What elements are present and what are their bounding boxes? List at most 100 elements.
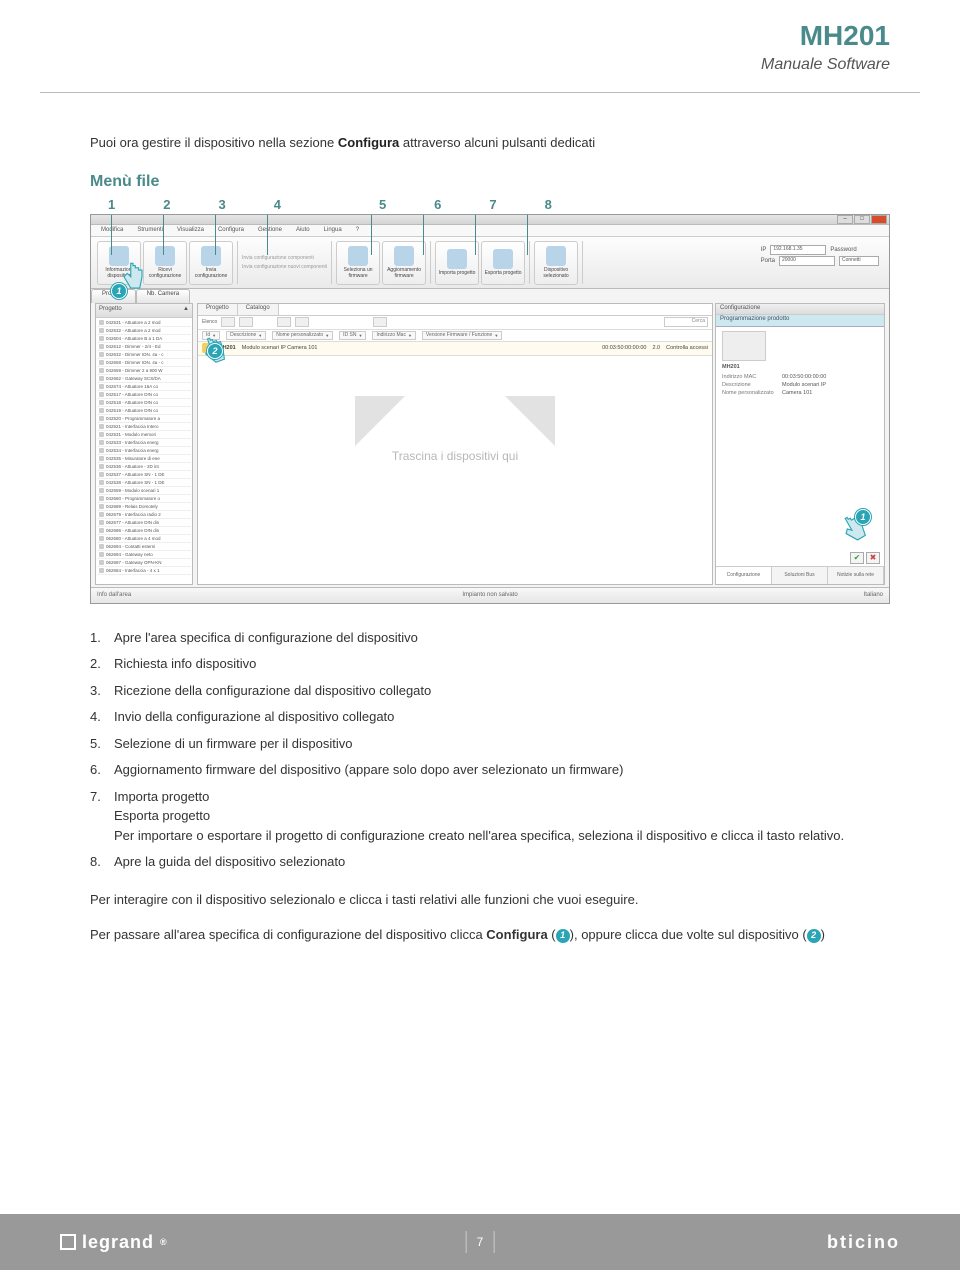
device-list-item[interactable]: 062694 - Gateway neto [97,551,191,559]
toolbar-help-btn[interactable]: Dispositivo selezionato [534,241,578,285]
device-list-item[interactable]: 042532 - Attuatore a 2 mod [97,327,191,335]
device-list-item[interactable]: 042518 - Attuatore DIN co [97,399,191,407]
device-list-item[interactable]: 042537 - Attuatore SN - 1 DE [97,471,191,479]
center-tab-project[interactable]: Progetto [198,304,238,315]
toolbar-group-5: Dispositivo selezionato [534,241,583,284]
minimize-icon[interactable]: – [837,215,853,224]
right-tab-bus[interactable]: Soluzioni Bus [772,567,828,584]
connect-button[interactable]: Connetti [839,256,879,266]
device-list-item[interactable]: 062684 - Interfaccia - 4 x 1 [97,567,191,575]
device-list-item[interactable]: 042531 - Modulo memori [97,431,191,439]
device-list-item[interactable]: 042659 - Dimmer 2 a 900 W [97,367,191,375]
device-list-item[interactable]: 042531 - Attuatore a 2 mod [97,319,191,327]
device-list-item[interactable]: 062694 - Contatti esterni [97,543,191,551]
zoom-icon[interactable] [373,317,387,327]
drop-zone[interactable]: Trascina i dispositivi qui [198,356,712,556]
callout-1: 1 [108,197,115,212]
device-list-item[interactable]: 062680 - Attuatore a 4 mod [97,535,191,543]
toolbar: Informazioni dispositivo Ricevi configur… [91,237,889,289]
menu-gestione[interactable]: Gestione [258,227,282,233]
device-list-item[interactable]: 042689 - Relais Domotely [97,503,191,511]
grid-view-icon[interactable] [239,317,253,327]
callout-8: 8 [545,197,552,212]
toolbar-update-btn[interactable]: Aggiornamento firmware [382,241,426,285]
filter-mac[interactable]: Indirizzo Mac▼ [372,331,415,340]
right-tab-net[interactable]: Notizie sulla rete [828,567,884,584]
device-list-item[interactable]: 042535 - Misuratore di ene [97,455,191,463]
filter-fw[interactable]: Versione Firmware / Funzione▼ [422,331,502,340]
maximize-icon[interactable]: □ [854,215,870,224]
menu-modifica[interactable]: Modifica [101,227,123,233]
section-title: Menù file [90,173,890,191]
filter-bar: Id▼ Descrizione▼ Nome personalizzato▼ ID… [198,330,712,342]
toolbar-send-btn[interactable]: Invia configurazione [189,241,233,285]
menu-help[interactable]: ? [356,227,359,233]
device-list-item[interactable]: 042559 - Modulo scenari 1 [97,487,191,495]
right-action-icons: ✔ ✖ [850,552,880,564]
device-list-item[interactable]: 042662 - Gateway SCS/DA [97,375,191,383]
export-icon [493,249,513,269]
device-list-item[interactable]: 042674 - Attuatore 16A co [97,383,191,391]
device-list-item[interactable]: 062686 - Attuatore DIN din [97,527,191,535]
right-tab-config[interactable]: Configurazione [716,567,772,584]
device-row[interactable]: MH201 Modulo scenari IP Camera 101 00:03… [198,342,712,356]
status-bar: Info dall'area Impianto non salvato Ital… [91,587,889,603]
product-image [722,331,766,361]
ip-field[interactable]: 192.168.1.35 [770,245,826,255]
device-list-item[interactable]: 042604 - Attuatore B a 1 DA [97,335,191,343]
toolbar-recv-btn[interactable]: Ricevi configurazione [143,241,187,285]
close-icon[interactable] [871,215,887,224]
device-list-item[interactable]: 042632 - Dimmer IDN. 4a - c [97,351,191,359]
list-item-7: 7. Importa progetto Esporta progetto Per… [90,787,890,846]
intro-bold: Configura [338,135,399,150]
device-list-item[interactable]: 042660 - Programmatore o [97,495,191,503]
device-list-item[interactable]: 042519 - Attuatore DIN co [97,407,191,415]
list-view-icon[interactable] [221,317,235,327]
badge-2: 2 [207,343,223,359]
list-item-2: 2.Richiesta info dispositivo [90,654,890,674]
nav-prev-icon[interactable] [277,317,291,327]
device-list-item[interactable]: 042517 - Attuatore DIN co [97,391,191,399]
callout-numbers-row: 1 2 3 4 5 6 7 8 [90,197,890,212]
menu-aiuto[interactable]: Aiuto [296,227,310,233]
toolbar-import-btn[interactable]: Importa progetto [435,241,479,285]
bticino-logo: bticino [827,1232,900,1253]
intro-suffix: attraverso alcuni pulsanti dedicati [399,135,595,150]
device-list-item[interactable]: 042538 - Attuatore SN - 1 DE [97,479,191,487]
drop-arrows-graphic [355,396,555,516]
callout-line-4 [267,215,268,255]
menu-strumenti[interactable]: Strumenti [137,227,163,233]
toolbar-export-btn[interactable]: Esporta progetto [481,241,525,285]
list-item-6: 6.Aggiornamento firmware del dispositivo… [90,760,890,780]
menu-visualizza[interactable]: Visualizza [177,227,204,233]
device-list-item[interactable]: 062679 - Interfaccia radio 2 [97,511,191,519]
device-list-item[interactable]: 062687 - Gateway OPN-KN [97,559,191,567]
filter-desc[interactable]: Descrizione▼ [226,331,266,340]
menu-configura[interactable]: Configura [218,227,244,233]
nav-next-icon[interactable] [295,317,309,327]
collapse-icon[interactable]: ▲ [183,306,189,315]
device-list-item[interactable]: 042658 - Dimmer IDN. 4a - c [97,359,191,367]
device-list-item[interactable]: 042536 - Attuatore - 2D int [97,463,191,471]
callout-2: 2 [163,197,170,212]
device-list-item[interactable]: 042520 - Programmatore a [97,415,191,423]
filter-name[interactable]: Nome personalizzato▼ [272,331,333,340]
toolbar-firmware-btn[interactable]: Seleziona un firmware [336,241,380,285]
device-list-item[interactable]: 042533 - Interfaccia energ [97,439,191,447]
device-list-item[interactable]: 042612 - Dimmer - 2/4 - Ed [97,343,191,351]
center-tab-catalog[interactable]: Catalogo [238,304,279,315]
cancel-icon[interactable]: ✖ [866,552,880,564]
callout-line-1 [111,215,112,255]
product-title: MH201 [0,20,890,52]
legrand-logo: legrand® [60,1232,168,1253]
search-input[interactable]: Cerca [664,317,708,327]
toolbar-group-2: Invia configurazione componenti Invia co… [242,241,332,284]
inline-badge-2: 2 [807,929,821,943]
port-field[interactable]: 20000 [779,256,835,266]
device-list-item[interactable]: 062677 - Attuatore DIN din [97,519,191,527]
device-list-item[interactable]: 042521 - Interfaccia Intero [97,423,191,431]
filter-sn[interactable]: ID SN▼ [339,331,366,340]
list-item-4: 4.Invio della configurazione al disposit… [90,707,890,727]
device-list-item[interactable]: 042534 - Interfaccia energ [97,447,191,455]
menu-lingua[interactable]: Lingua [324,227,342,233]
